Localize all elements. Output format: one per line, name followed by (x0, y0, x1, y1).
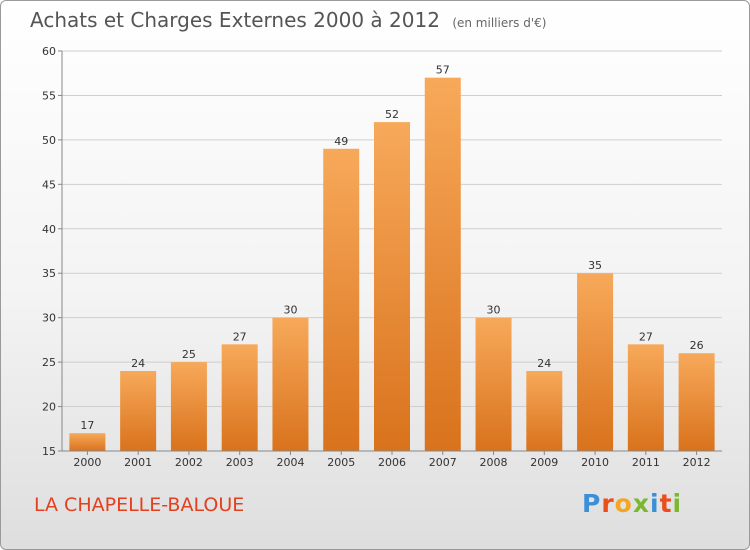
data-label-2001: 24 (131, 357, 145, 370)
x-tick-label: 2000 (73, 456, 101, 469)
bar-2008 (475, 317, 512, 451)
x-tick-label: 2008 (480, 456, 508, 469)
bar-2003 (221, 344, 258, 451)
x-tick-label: 2007 (429, 456, 457, 469)
x-tick-label: 2009 (530, 456, 558, 469)
data-label-2006: 52 (385, 108, 399, 121)
logo-letter: r (601, 489, 615, 518)
x-tick-label: 2011 (632, 456, 660, 469)
commune-name: LA CHAPELLE-BALOUE (34, 494, 245, 516)
axes: 15 20 25 30 35 40 45 50 55 60 2000 2001 2002 2003 2004… (42, 45, 722, 469)
bar-2011 (627, 344, 664, 451)
chart-title-block: Achats et Charges Externes 2000 à 2012 (… (30, 8, 546, 32)
data-label-2007: 57 (436, 64, 450, 77)
x-tick-label: 2004 (276, 456, 304, 469)
y-tick-label: 55 (42, 89, 56, 102)
bar-2004 (272, 317, 309, 451)
bar-2005 (323, 148, 360, 451)
y-tick-label: 20 (42, 401, 56, 414)
bar-2012 (678, 353, 715, 451)
x-tick-label: 2003 (226, 456, 254, 469)
y-tick-label: 45 (42, 178, 56, 191)
chart-subtitle: (en milliers d'€) (452, 16, 547, 30)
data-label-2008: 30 (487, 304, 501, 317)
x-tick-label: 2006 (378, 456, 406, 469)
bar-2007 (424, 77, 461, 452)
x-tick-label: 2005 (327, 456, 355, 469)
data-label-2012: 26 (690, 339, 704, 352)
data-label-2003: 27 (233, 330, 247, 343)
data-labels: 17 24 25 27 30 49 52 57 30 24 35 27 26 (80, 64, 703, 433)
y-tick-label: 30 (42, 312, 56, 325)
logo-letter: x (632, 489, 650, 518)
data-label-2002: 25 (182, 348, 196, 361)
x-tick-label: 2012 (683, 456, 711, 469)
bar-2006 (374, 122, 410, 451)
logo-letter: o (614, 489, 633, 518)
data-label-2010: 35 (588, 259, 602, 272)
proxiti-logo: Proxiti (582, 489, 682, 518)
logo-letter: t (659, 489, 673, 518)
data-label-2005: 49 (334, 135, 348, 148)
y-tick-label: 40 (42, 223, 56, 236)
y-tick-label: 25 (42, 356, 56, 369)
data-label-2000: 17 (80, 419, 94, 432)
chart-title: Achats et Charges Externes 2000 à 2012 (30, 8, 440, 32)
data-label-2004: 30 (283, 304, 297, 317)
y-tick-label: 60 (42, 45, 56, 58)
bars (69, 77, 715, 452)
bar-2002 (170, 362, 207, 451)
bar-2010 (577, 273, 614, 451)
x-tick-label: 2010 (581, 456, 609, 469)
bar-2000 (69, 433, 106, 451)
y-tick-label: 15 (42, 445, 56, 458)
logo-letter: P (582, 489, 602, 518)
data-label-2011: 27 (639, 330, 653, 343)
data-label-2009: 24 (537, 357, 551, 370)
logo-letter: i (650, 489, 660, 518)
logo-letter: i (672, 489, 683, 518)
y-tick-label: 50 (42, 134, 56, 147)
x-tick-label: 2001 (124, 456, 152, 469)
bar-2001 (120, 371, 157, 451)
y-tick-label: 35 (42, 267, 56, 280)
x-tick-label: 2002 (175, 456, 203, 469)
bar-2009 (526, 371, 563, 451)
